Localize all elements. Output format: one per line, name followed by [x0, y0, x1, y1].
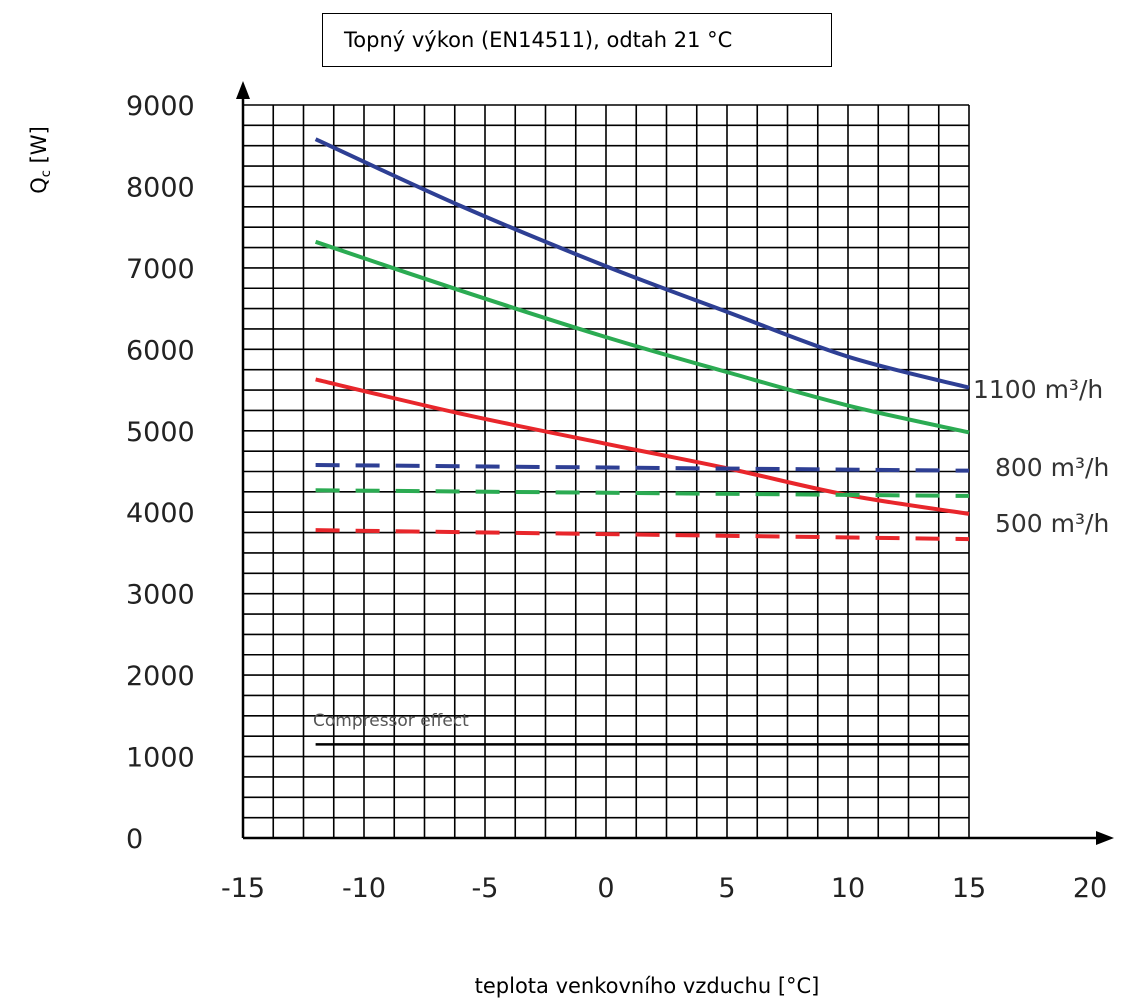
x-tick-labels: -15 -10 -5 0 5 10 15 20 [221, 873, 1107, 904]
x-axis-arrow [1096, 831, 1114, 845]
y-axis-title-main: Q [27, 177, 51, 194]
y-tick-label: 6000 [126, 335, 195, 366]
x-tick-label: -10 [342, 873, 386, 904]
y-tick-labels: 0 1000 2000 3000 4000 5000 6000 7000 8000 9000 [126, 91, 195, 855]
y-tick-label: 7000 [126, 254, 195, 285]
y-tick-label: 2000 [126, 661, 195, 692]
y-tick-label: 5000 [126, 417, 195, 448]
x-tick-label: 15 [952, 873, 986, 904]
y-tick-label: 4000 [126, 498, 195, 529]
series-line-5 [315, 528, 970, 542]
series-line-2 [315, 377, 970, 516]
y-axis-title: Qc [W] [27, 126, 54, 194]
y-tick-label: 9000 [126, 91, 195, 122]
y-tick-label: 3000 [126, 580, 195, 611]
y-tick-label: 8000 [126, 172, 195, 203]
x-tick-label: -15 [221, 873, 265, 904]
y-tick-label: 1000 [126, 743, 195, 774]
series-label-1100: 1100 m³/h [973, 375, 1103, 404]
x-axis-title: teplota venkovního vzduchu [°C] [475, 974, 820, 998]
y-axis-arrow [236, 81, 250, 99]
y-tick-label: 0 [126, 824, 143, 855]
series-label-800: 800 m³/h [995, 453, 1109, 482]
series-lines [314, 137, 970, 746]
series-line-3 [315, 462, 970, 473]
x-tick-label: -5 [472, 873, 499, 904]
series-line-0 [314, 137, 970, 390]
y-axis-title-unit: [W] [27, 126, 51, 170]
chart-title: Topný výkon (EN14511), odtah 21 °C [322, 13, 832, 67]
compressor-effect-label: Compressor effect [313, 711, 469, 731]
x-tick-label: 5 [718, 873, 735, 904]
series-label-500: 500 m³/h [995, 509, 1109, 538]
x-tick-label: 0 [597, 873, 614, 904]
y-axis-title-sub: c [39, 170, 54, 177]
x-tick-label: 10 [831, 873, 865, 904]
series-line-1 [314, 239, 970, 435]
series-line-4 [315, 488, 970, 498]
x-tick-label: 20 [1073, 873, 1107, 904]
axes [236, 81, 1114, 845]
svg-text:Qc [W]: Qc [W] [27, 126, 54, 194]
